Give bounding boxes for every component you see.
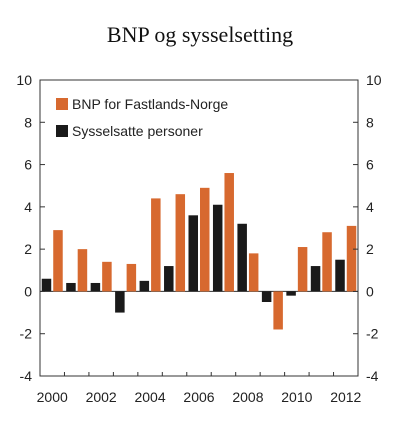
plot-frame	[39, 79, 359, 377]
axes: -4 -4 -2 -2 0 0 2 2 4 4 6 6 8 8 10 10 2000 2002 2004 2006 20…	[16, 72, 381, 405]
y-tick-label-left: 10	[16, 72, 32, 88]
x-tick-label: 2000	[37, 389, 68, 405]
bar-bnp-2012	[346, 225, 357, 292]
bar-bnp-2005	[175, 194, 186, 292]
bar-bnp-2007	[224, 173, 234, 292]
bar-sysselsatte-2004	[139, 280, 150, 292]
x-tick-label: 2012	[330, 389, 361, 405]
legend-label: Sysselsatte personer	[72, 123, 203, 139]
bar-bnp-2008	[248, 253, 259, 292]
y-tick-label-left: 6	[24, 157, 32, 173]
y-tick-label-right: 10	[366, 72, 382, 88]
bar-sysselsatte-2007	[212, 204, 223, 292]
bar-sysselsatte-2003	[115, 291, 125, 313]
y-tick-label-right: 4	[366, 199, 374, 215]
y-tick-label-left: 2	[24, 241, 32, 257]
bar-bnp-2003	[126, 263, 137, 292]
x-tick-label: 2010	[281, 389, 312, 405]
bar-bnp-2010	[297, 247, 308, 292]
bar-bnp-2002	[102, 261, 112, 292]
y-tick-label-right: -2	[366, 326, 379, 342]
x-tick-label: 2006	[183, 389, 214, 405]
bar-bnp-2000	[53, 230, 63, 292]
bar-sysselsatte-2011	[310, 266, 321, 292]
bar-bnp-2001	[77, 249, 88, 292]
y-tick-label-left: 8	[24, 114, 32, 130]
y-tick-label-right: -4	[366, 368, 379, 384]
bar-sysselsatte-2010	[286, 291, 296, 296]
legend-label: BNP for Fastlands-Norge	[72, 96, 228, 112]
y-tick-label-left: 0	[24, 283, 32, 299]
legend-swatch	[56, 125, 68, 137]
bar-bnp-2004	[151, 198, 161, 292]
bar-sysselsatte-2008	[237, 223, 247, 292]
y-tick-label-right: 8	[366, 114, 374, 130]
bars	[41, 173, 357, 330]
y-tick-label-left: -2	[20, 326, 33, 342]
bar-bnp-2006	[200, 187, 210, 292]
bar-bnp-2011	[322, 232, 332, 292]
x-tick-label: 2002	[86, 389, 117, 405]
bar-sysselsatte-2002	[90, 282, 101, 292]
y-tick-label-right: 0	[366, 283, 374, 299]
bar-bnp-2009	[273, 291, 283, 330]
legend-swatch	[56, 98, 68, 110]
bar-sysselsatte-2000	[41, 278, 52, 292]
x-tick-label: 2008	[232, 389, 263, 405]
legend: BNP for Fastlands-Norge Sysselsatte perso…	[56, 96, 228, 139]
y-tick-label-left: 4	[24, 199, 32, 215]
bar-sysselsatte-2001	[66, 282, 76, 292]
y-tick-label-right: 2	[366, 241, 374, 257]
y-tick-label-left: -4	[20, 368, 33, 384]
bar-sysselsatte-2012	[335, 259, 345, 292]
x-tick-label: 2004	[134, 389, 165, 405]
chart-title: BNP og sysselsetting	[106, 22, 294, 47]
bar-sysselsatte-2005	[164, 266, 174, 292]
bar-sysselsatte-2006	[188, 215, 198, 292]
bar-sysselsatte-2009	[261, 291, 272, 302]
y-tick-label-right: 6	[366, 157, 374, 173]
